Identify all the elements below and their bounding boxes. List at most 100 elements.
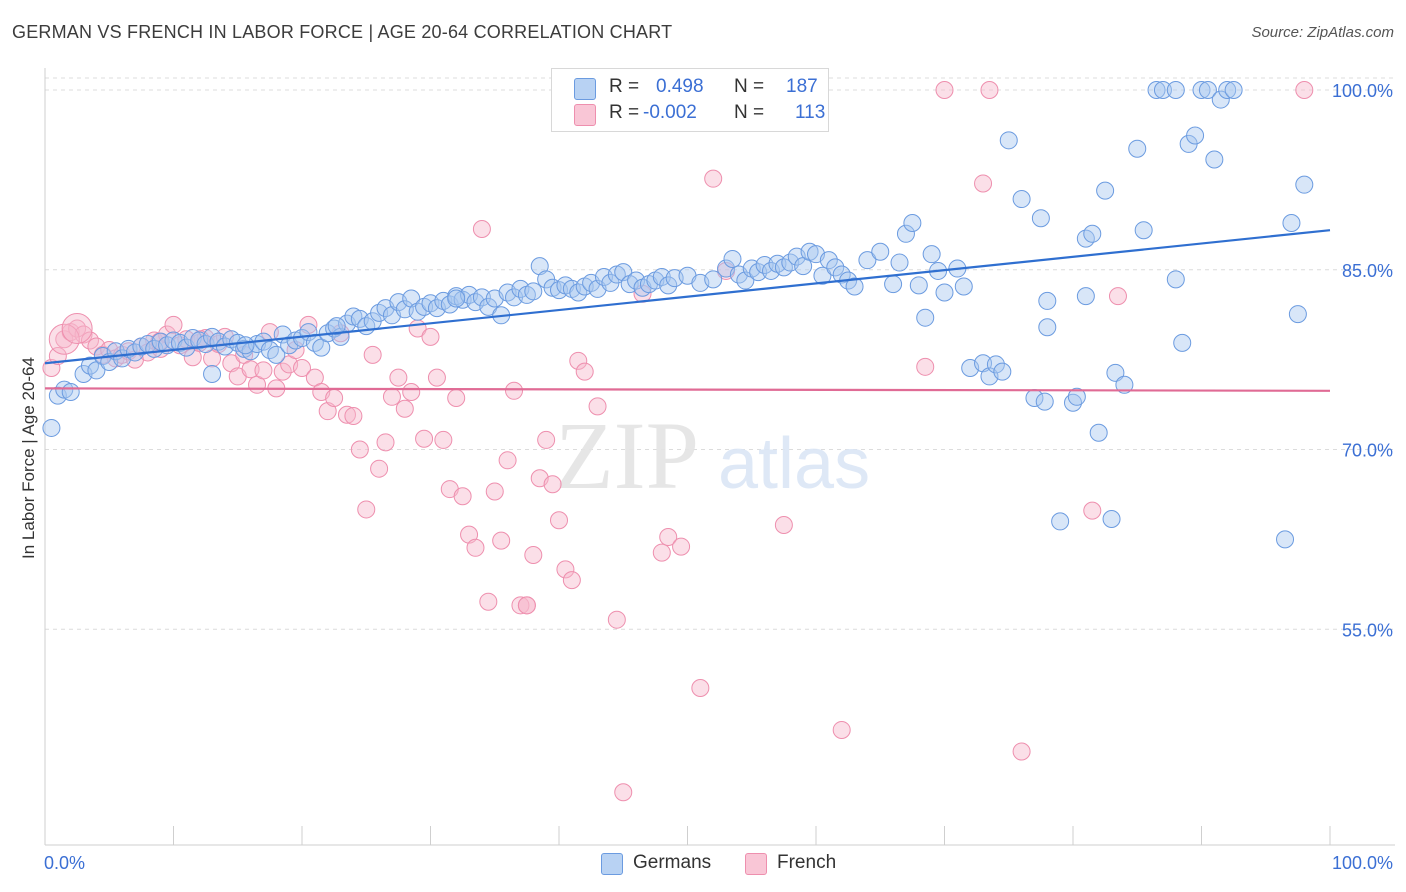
germans-point (1224, 80, 1243, 99)
legend-item-french[interactable]: French (745, 852, 855, 876)
french-point (318, 402, 337, 421)
french-point (607, 610, 626, 629)
french-point (337, 405, 356, 424)
chart-title: GERMAN VS FRENCH IN LABOR FORCE | AGE 20… (12, 22, 673, 42)
french-point (460, 525, 479, 544)
germans-point (659, 276, 678, 295)
germans-point (1186, 126, 1205, 145)
french-point (1108, 287, 1127, 306)
germans-point (1038, 291, 1057, 310)
french-point (562, 571, 581, 590)
french-point (832, 720, 851, 739)
germans-point (267, 345, 286, 364)
germans-point (935, 283, 954, 302)
french-r-value: -0.002 (643, 102, 697, 123)
germans-point (203, 365, 222, 384)
germans-point (1276, 530, 1295, 549)
french-legend-swatch (745, 853, 767, 875)
french-point (550, 511, 568, 530)
germans-point (1192, 80, 1211, 99)
french-point (325, 388, 344, 407)
french-point (498, 451, 517, 470)
french-point (434, 430, 453, 449)
germans-point (986, 355, 1005, 374)
french-point (1083, 501, 1102, 520)
french-point (415, 429, 434, 448)
germans-r-value: 0.498 (656, 76, 704, 97)
french-point (357, 500, 376, 519)
germans-point (903, 214, 922, 233)
n-label: N = (734, 76, 765, 97)
french-point (659, 528, 678, 547)
germans-point (723, 249, 742, 268)
french-point (447, 388, 466, 407)
germans-point (1128, 139, 1147, 158)
n-label: N = (734, 102, 765, 123)
french-point (588, 397, 607, 416)
french-point (556, 560, 575, 579)
germans-point (819, 251, 838, 270)
french-point (370, 459, 389, 478)
y-tick-label: 70.0% (1342, 441, 1393, 461)
germans-point (1166, 270, 1185, 289)
french-point (1295, 80, 1314, 99)
germans-point (1096, 181, 1115, 200)
germans-point (472, 288, 491, 307)
watermark-zip: ZIP (555, 402, 699, 509)
french-point (293, 359, 311, 378)
germans-n-value: 187 (786, 76, 818, 97)
french-point (517, 596, 536, 615)
french-point (691, 679, 710, 698)
french-point (164, 315, 183, 334)
germans-point (402, 289, 421, 308)
germans-point (845, 277, 864, 296)
french-point (614, 783, 633, 802)
germans-point (871, 242, 890, 261)
germans-point (1106, 363, 1125, 382)
french-point (543, 475, 562, 494)
germans-point (1153, 80, 1172, 99)
french-point (363, 345, 382, 364)
french-point (421, 327, 440, 346)
legend-item-germans[interactable]: Germans (601, 852, 731, 876)
germans-point (447, 289, 466, 308)
germans-point (999, 131, 1018, 150)
series-germans (42, 80, 1314, 549)
legend-row-french: R = -0.002 N = 113 (574, 102, 825, 126)
germans-point (896, 224, 915, 243)
germans-point (236, 336, 255, 355)
french-point (916, 357, 935, 376)
french-point (241, 360, 260, 379)
french-point (376, 433, 395, 452)
germans-point (1295, 175, 1314, 194)
y-tick-label: 55.0% (1342, 620, 1393, 640)
germans-trend-line (44, 229, 1331, 365)
germans-point (61, 382, 80, 401)
germans-point (1012, 190, 1031, 209)
germans-point (1076, 287, 1095, 306)
french-point (273, 362, 292, 381)
french-point (254, 361, 273, 380)
french-point (704, 169, 723, 188)
french-point (974, 174, 993, 193)
french-point (672, 537, 691, 556)
r-label: R = (609, 102, 640, 123)
axes (44, 68, 1395, 846)
french-point (479, 592, 498, 611)
germans-point (1288, 305, 1307, 324)
germans-point (704, 270, 723, 289)
germans-legend-label: Germans (633, 852, 712, 873)
germans-point (826, 258, 845, 277)
french-point (935, 80, 954, 99)
french-point (350, 440, 369, 459)
french-point (505, 381, 524, 400)
germans-point (1211, 90, 1230, 109)
germans-point (749, 263, 768, 282)
french-point (55, 330, 74, 349)
french-point (774, 516, 793, 535)
germans-point (1031, 209, 1050, 228)
germans-point (916, 308, 935, 327)
french-point (524, 545, 543, 564)
germans-point (1282, 214, 1301, 233)
germans-point (884, 275, 903, 294)
